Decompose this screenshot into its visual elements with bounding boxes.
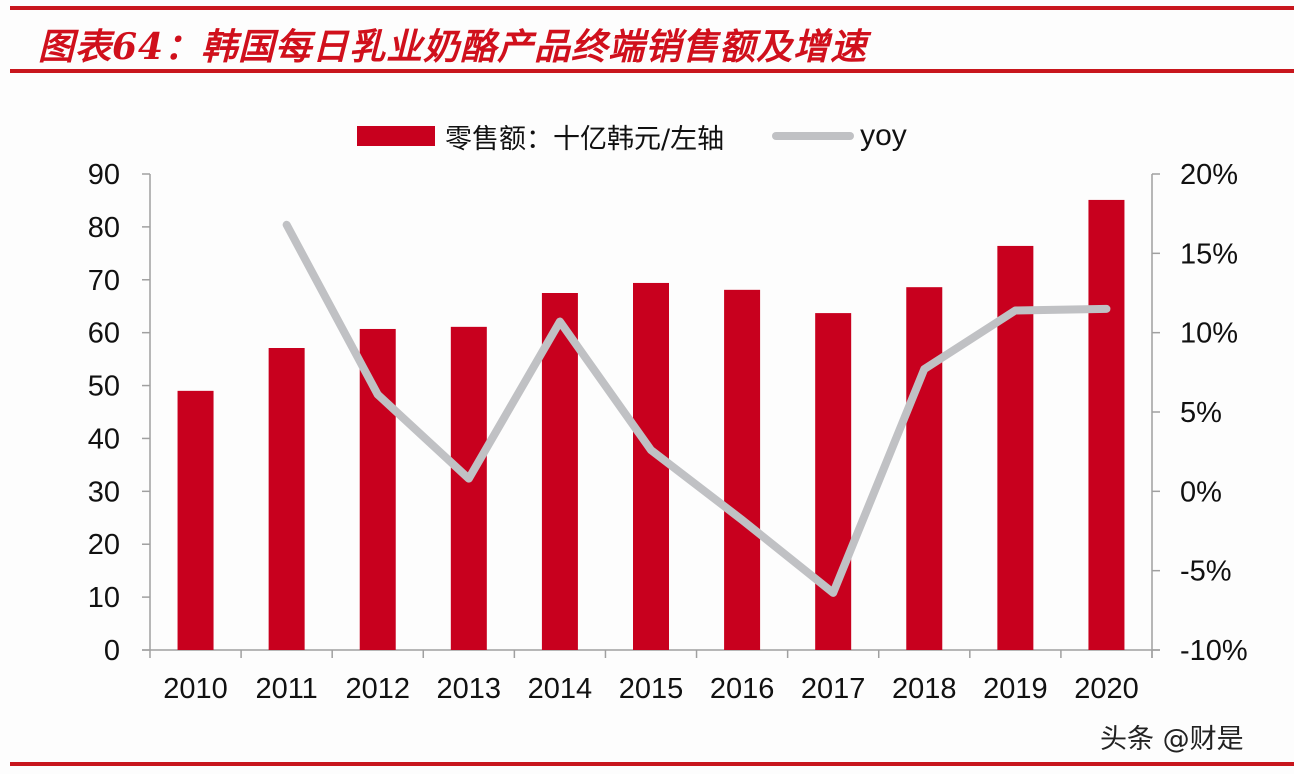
left-tick-label: 60 (88, 318, 120, 350)
top-rule (10, 6, 1294, 10)
x-tick-label: 2017 (801, 673, 866, 705)
left-tick-label: 10 (88, 582, 120, 614)
bar-2020 (1088, 199, 1125, 650)
chart-title: 图表64：韩国每日乳业奶酪产品终端销售额及增速 (38, 26, 868, 68)
bar-2013 (450, 326, 487, 650)
bar-legend-swatch (357, 126, 435, 146)
left-tick-label: 40 (88, 423, 120, 455)
left-tick-label: 90 (88, 159, 120, 191)
bar-2015 (633, 282, 669, 650)
right-tick-label: -5% (1180, 556, 1232, 588)
left-tick-label: 30 (88, 476, 120, 508)
bar-2010 (177, 390, 214, 650)
x-tick-label: 2011 (255, 673, 317, 705)
bar-legend-label: 零售额：十亿韩元/左轴 (445, 123, 725, 155)
bottom-rule (10, 762, 1294, 766)
bar-2012 (359, 328, 396, 650)
right-tick-label: 10% (1180, 318, 1238, 350)
bar-2016 (724, 289, 761, 650)
left-tick-label: 20 (88, 529, 120, 561)
x-tick-label: 2010 (163, 673, 228, 705)
title-underline (10, 69, 1294, 73)
x-tick-label: 2013 (437, 673, 502, 705)
right-tick-label: -10% (1180, 635, 1248, 667)
bar-2018 (906, 287, 943, 650)
left-tick-label: 80 (88, 212, 120, 244)
right-tick-label: 5% (1180, 397, 1222, 429)
x-tick-label: 2016 (710, 673, 775, 705)
line-legend-label: yoy (860, 119, 907, 152)
x-tick-label: 2015 (619, 673, 684, 705)
x-tick-label: 2014 (528, 673, 593, 705)
x-tick-label: 2019 (983, 673, 1048, 705)
left-tick-label: 70 (88, 265, 120, 297)
yoy-line (282, 220, 1111, 597)
right-tick-label: 20% (1180, 159, 1238, 191)
x-tick-label: 2018 (892, 673, 957, 705)
right-tick-label: 15% (1180, 238, 1238, 270)
left-tick-label: 0 (104, 635, 120, 667)
watermark: 头条 @财是 (1100, 724, 1244, 755)
bar-2011 (268, 348, 305, 650)
line-legend-swatch (772, 132, 855, 140)
bar-2014 (541, 293, 578, 650)
bar-2017 (815, 313, 852, 650)
right-tick-label: 0% (1180, 476, 1222, 508)
chart-legend: 零售额：十亿韩元/左轴 yoy (357, 118, 907, 155)
left-tick-label: 50 (88, 371, 120, 403)
x-tick-label: 2012 (345, 673, 410, 705)
x-tick-label: 2020 (1074, 673, 1139, 705)
